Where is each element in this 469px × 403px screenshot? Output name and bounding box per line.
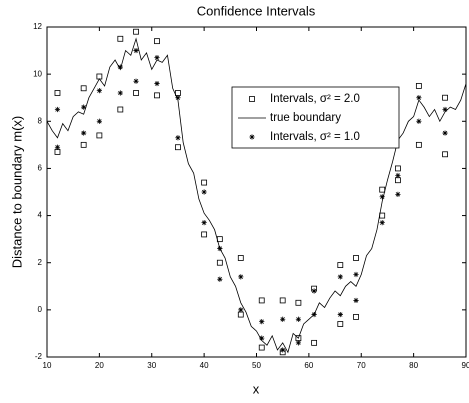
square-marker <box>442 151 448 158</box>
square-marker <box>80 141 87 148</box>
y-tick-label: -2 <box>35 352 43 361</box>
asterisk-marker <box>353 271 359 278</box>
asterisk-marker <box>442 130 448 136</box>
x-tick-label: 20 <box>95 361 104 370</box>
square-marker <box>311 339 318 346</box>
asterisk-marker <box>379 194 385 200</box>
square-marker <box>258 297 265 304</box>
asterisk-marker <box>238 274 244 280</box>
x-tick-label: 40 <box>200 361 209 370</box>
x-tick-label: 90 <box>462 361 469 370</box>
asterisk-marker <box>81 104 87 110</box>
square-marker <box>216 259 223 266</box>
square-marker <box>353 314 359 320</box>
square-marker <box>154 38 160 45</box>
legend-marker <box>249 134 255 140</box>
asterisk-marker <box>395 191 401 197</box>
y-tick-label: 2 <box>38 258 43 267</box>
asterisk-marker <box>295 316 301 322</box>
square-marker <box>133 90 139 96</box>
asterisk-marker <box>96 88 102 94</box>
square-marker <box>337 321 344 327</box>
asterisk-marker <box>96 118 102 124</box>
asterisk-marker <box>280 316 286 322</box>
asterisk-marker <box>280 347 286 353</box>
y-tick-label: 6 <box>38 164 43 173</box>
square-marker <box>237 255 244 261</box>
square-marker <box>175 144 181 151</box>
chart-title: Confidence Intervals <box>197 3 316 18</box>
square-marker <box>353 255 359 261</box>
asterisk-marker <box>201 189 207 195</box>
asterisk-marker <box>311 288 317 294</box>
square-marker <box>415 83 422 89</box>
asterisk-marker <box>259 335 265 341</box>
square-marker <box>201 231 208 238</box>
square-marker <box>80 85 87 92</box>
y-tick-label: 4 <box>38 211 43 220</box>
y-tick-label: 0 <box>38 305 43 314</box>
asterisk-marker <box>154 55 160 61</box>
asterisk-marker <box>117 90 123 96</box>
x-tick-label: 30 <box>147 361 156 370</box>
legend-box <box>231 86 400 149</box>
legend-marker <box>249 96 255 102</box>
asterisk-marker <box>337 274 343 280</box>
asterisk-marker <box>217 245 223 252</box>
asterisk-marker <box>154 80 160 87</box>
asterisk-marker <box>133 78 139 84</box>
legend-label: Intervals, σ² = 1.0 <box>270 131 360 143</box>
asterisk-marker <box>54 106 61 113</box>
x-tick-label: 80 <box>409 361 418 370</box>
square-marker <box>54 90 61 96</box>
asterisk-marker <box>201 220 207 226</box>
x-tick-label: 70 <box>357 361 366 370</box>
square-marker <box>96 132 103 139</box>
y-tick-label: 8 <box>38 116 43 125</box>
square-marker <box>133 28 139 35</box>
legend-label: Intervals, σ² = 2.0 <box>270 93 360 105</box>
asterisk-marker <box>54 144 61 150</box>
legend-label: true boundary <box>270 112 341 124</box>
asterisk-marker <box>295 340 301 346</box>
asterisk-marker <box>117 64 123 70</box>
square-marker <box>258 344 265 351</box>
asterisk-marker <box>353 297 359 304</box>
asterisk-marker <box>395 172 401 179</box>
x-tick-label: 10 <box>43 361 52 370</box>
square-marker <box>117 106 124 113</box>
y-tick-label: 12 <box>33 22 42 31</box>
square-marker <box>154 92 160 99</box>
asterisk-marker <box>238 307 244 313</box>
square-marker <box>442 94 448 101</box>
asterisk-marker <box>175 95 181 101</box>
square-marker <box>395 165 401 172</box>
square-marker <box>295 299 302 306</box>
asterisk-marker <box>217 276 223 282</box>
asterisk-marker <box>379 220 385 226</box>
square-marker <box>201 179 208 186</box>
y-axis-label: Distance to boundary m(x) <box>9 116 24 268</box>
square-marker <box>337 262 344 268</box>
asterisk-marker <box>175 135 181 141</box>
asterisk-marker <box>416 118 422 124</box>
asterisk-marker <box>416 95 422 101</box>
asterisk-marker <box>133 47 139 54</box>
square-marker <box>279 297 286 304</box>
x-axis-label: x <box>253 381 260 396</box>
x-tick-label: 50 <box>252 361 261 370</box>
x-tick-label: 60 <box>304 361 313 370</box>
asterisk-marker <box>337 311 343 318</box>
asterisk-marker <box>442 106 448 113</box>
asterisk-marker <box>311 311 317 318</box>
asterisk-marker <box>81 130 87 136</box>
square-marker <box>117 35 124 42</box>
y-tick-label: 10 <box>33 69 42 78</box>
asterisk-marker <box>259 319 265 325</box>
square-marker <box>415 141 422 148</box>
